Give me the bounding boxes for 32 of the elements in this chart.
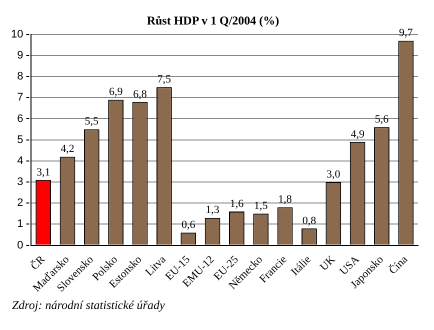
data-label: 5,5 <box>84 116 100 128</box>
x-tick-label: UK <box>318 254 338 274</box>
y-tick-label: 0 <box>17 239 24 252</box>
text: Zdroj: národní statistické úřady <box>12 298 166 313</box>
data-label: 1,3 <box>206 204 220 216</box>
y-tick-label: 8 <box>17 70 24 83</box>
y-tick-label: 1 <box>17 218 24 230</box>
y-tick-label: 10 <box>10 28 24 40</box>
y-tick-label: 3 <box>17 176 24 188</box>
data-label: 1,5 <box>254 200 268 212</box>
y-tick-label: 2 <box>17 197 24 210</box>
chart-title: Růst HDP v 1 Q/2004 (%) <box>146 13 280 28</box>
data-label: 3,1 <box>36 166 50 178</box>
data-label: 6,9 <box>108 86 124 98</box>
data-label: 7,5 <box>157 74 172 86</box>
x-tick-label: Itálie <box>288 254 314 278</box>
data-label: 6,8 <box>133 88 148 100</box>
y-tick-label: 6 <box>17 112 24 125</box>
data-label: 1,6 <box>230 198 244 210</box>
data-label: 4,9 <box>350 128 365 140</box>
data-label: 4,2 <box>60 143 74 156</box>
x-tick-label: Čína <box>386 252 410 277</box>
data-label: 5,6 <box>374 114 390 126</box>
data-label: 1,8 <box>278 194 292 206</box>
y-tick-label: 7 <box>17 92 24 104</box>
y-tick-label: 9 <box>17 50 24 62</box>
data-label: 0,6 <box>181 218 196 231</box>
y-tick-label: 5 <box>17 134 24 146</box>
data-label: 3,0 <box>326 168 341 180</box>
data-label: 9,7 <box>399 27 414 40</box>
y-tick-label: 4 <box>17 154 24 167</box>
data-label: 0,8 <box>302 214 317 227</box>
